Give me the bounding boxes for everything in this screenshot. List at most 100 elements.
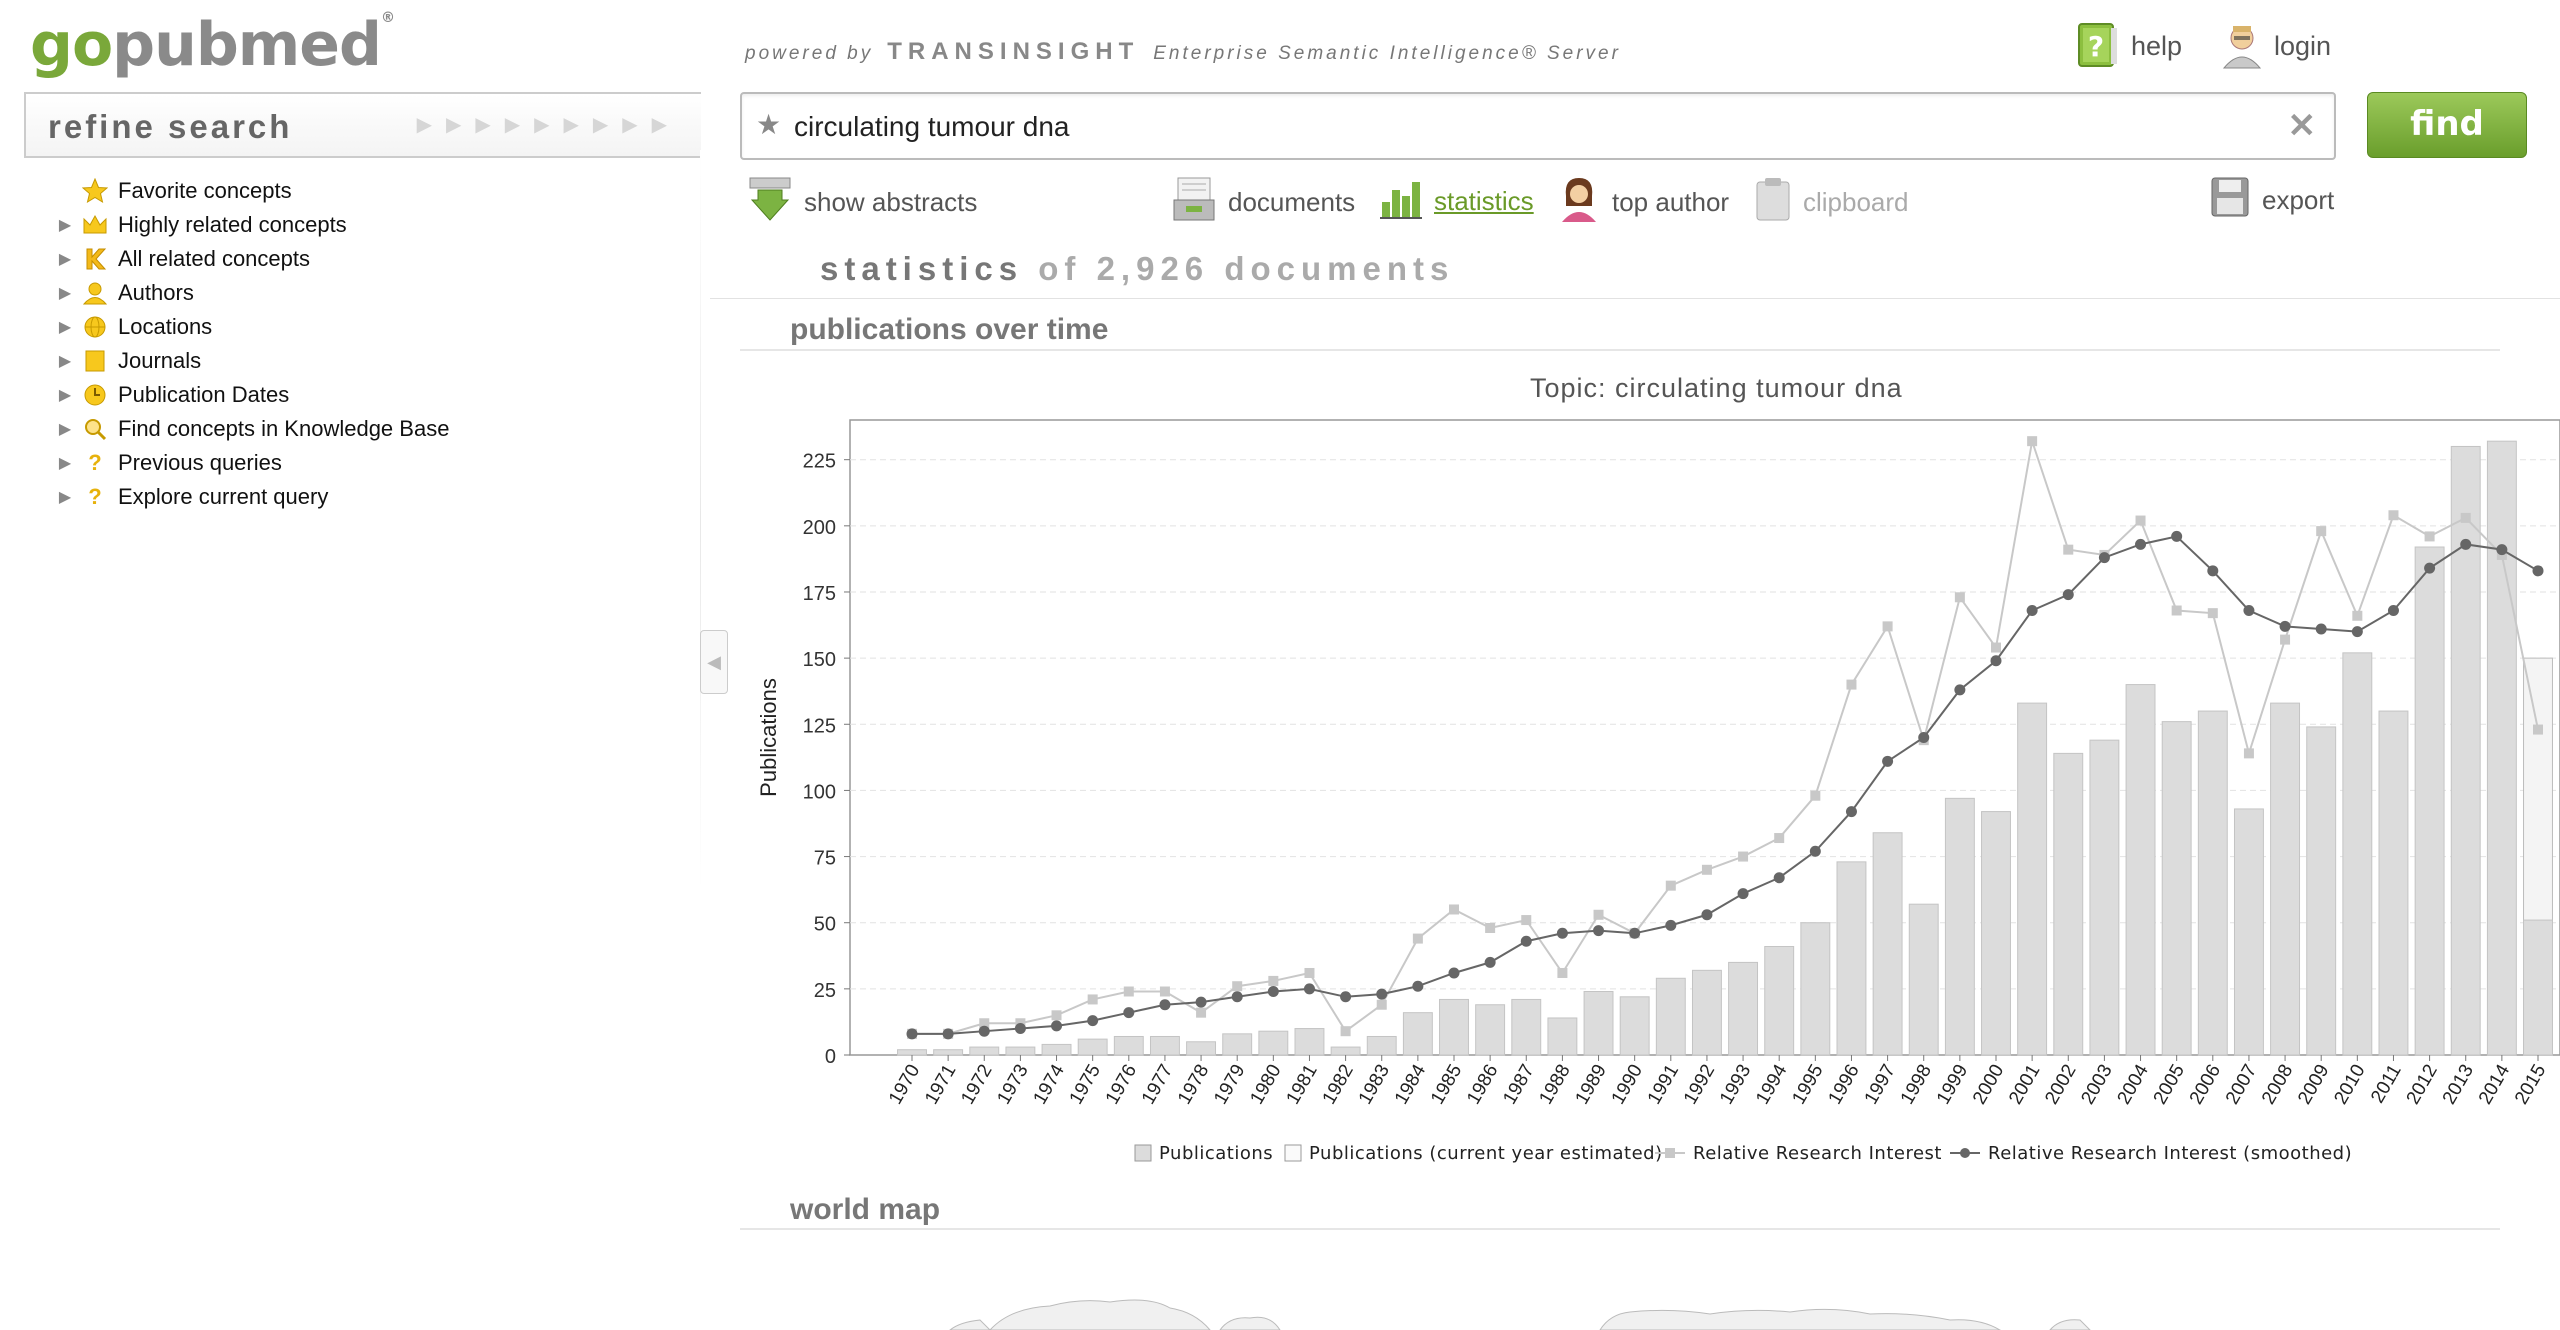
top-author-button[interactable]: top author — [1558, 176, 1729, 229]
expand-triangle-icon[interactable]: ▶ — [58, 455, 72, 472]
relative-interest-point — [1521, 915, 1532, 926]
x-tick-label: 2012 — [2403, 1061, 2442, 1108]
smoothed-interest-point — [2062, 589, 2074, 601]
smoothed-interest-point — [1845, 806, 1857, 818]
x-tick-label: 1980 — [1246, 1061, 1285, 1108]
documents-button[interactable]: documents — [1172, 176, 1355, 229]
relative-interest-point — [2460, 512, 2471, 523]
smoothed-interest-point — [1809, 845, 1821, 857]
publications-over-time-title: publications over time — [790, 313, 1109, 346]
documents-tray-icon — [1172, 176, 1216, 229]
bar-publications — [1294, 1028, 1325, 1056]
gopubmed-logo[interactable]: gopubmed® — [30, 10, 395, 80]
refine-item-locations[interactable]: ▶ Locations — [24, 310, 449, 344]
refine-item-favorite-concepts[interactable]: Favorite concepts — [24, 174, 449, 208]
expand-triangle-icon[interactable]: ▶ — [58, 285, 72, 302]
relative-interest-point — [2424, 531, 2435, 542]
bar-publications — [1113, 1035, 1144, 1056]
section-divider — [740, 349, 2500, 351]
x-tick-label: 1982 — [1319, 1061, 1358, 1108]
expand-triangle-icon[interactable]: ▶ — [58, 353, 72, 370]
refine-item-label: Previous queries — [118, 450, 282, 475]
smoothed-interest-point — [1376, 988, 1388, 1000]
refine-item-label: Highly related concepts — [118, 212, 347, 237]
clear-search-icon[interactable]: ✕ — [2287, 107, 2317, 145]
smoothed-interest-point — [2098, 552, 2110, 564]
smoothed-interest-point — [1267, 986, 1279, 997]
expand-triangle-icon[interactable]: ▶ — [58, 319, 72, 336]
statistics-heading-main: statistics — [820, 250, 1024, 287]
bar-publications — [1836, 861, 1867, 1056]
refine-item-highly-related[interactable]: ▶ Highly related concepts — [24, 208, 449, 242]
show-abstracts-button[interactable]: show abstracts — [748, 176, 977, 229]
x-tick-label: 1978 — [1174, 1061, 1213, 1108]
question-icon: ? — [88, 484, 102, 509]
expand-triangle-icon[interactable]: ▶ — [58, 251, 72, 268]
bar-publications — [1511, 998, 1542, 1056]
refine-item-all-related[interactable]: ▶ All related concepts — [24, 242, 449, 276]
refine-item-explore-query[interactable]: ▶ ? Explore current query — [24, 480, 449, 514]
expand-triangle-icon[interactable]: ▶ — [58, 217, 72, 234]
relative-interest-point — [2135, 515, 2146, 526]
x-tick-label: 1988 — [1535, 1061, 1574, 1108]
smoothed-interest-point — [2387, 605, 2399, 616]
relative-interest-point — [2280, 634, 2291, 645]
relative-interest-point — [1485, 923, 1496, 933]
statistics-document-count: of 2,926 documents — [1038, 250, 1455, 287]
smoothed-interest-point — [1123, 1007, 1135, 1019]
relative-interest-point — [1376, 999, 1387, 1010]
expand-triangle-icon[interactable]: ▶ — [58, 387, 72, 404]
powered-by-banner: powered by TRANSINSIGHT Enterprise Semanti… — [745, 38, 1621, 66]
clipboard-button[interactable]: clipboard — [1755, 176, 1909, 229]
search-box: ★ ✕ — [740, 92, 2336, 160]
smoothed-interest-line — [912, 535, 2539, 1035]
refine-item-label: All related concepts — [118, 246, 310, 271]
x-tick-label: 1994 — [1752, 1061, 1792, 1108]
bar-publications — [1728, 961, 1759, 1056]
floppy-disk-icon — [2210, 176, 2250, 225]
x-tick-label: 2002 — [2041, 1061, 2080, 1108]
smoothed-interest-point — [2135, 538, 2147, 550]
relative-interest-point — [1774, 833, 1785, 844]
bar-publications — [2486, 440, 2517, 1056]
plot-area — [849, 419, 2560, 1056]
favorite-star-icon[interactable]: ★ — [756, 109, 782, 140]
refine-item-find-concepts[interactable]: ▶ Find concepts in Knowledge Base — [24, 412, 450, 446]
x-tick-label: 2005 — [2150, 1061, 2189, 1108]
refine-item-authors[interactable]: ▶ Authors — [24, 276, 449, 310]
help-link[interactable]: ? help — [2075, 22, 2182, 70]
y-tick-label: 200 — [803, 517, 836, 539]
export-label: export — [2262, 185, 2335, 215]
bar-publications — [1222, 1033, 1253, 1056]
export-button[interactable]: export — [2210, 176, 2334, 225]
relative-interest-point — [1882, 621, 1893, 632]
x-tick-label: 1971 — [921, 1061, 960, 1108]
show-abstracts-label: show abstracts — [804, 187, 978, 217]
smoothed-interest-point — [1918, 732, 1930, 743]
refine-item-previous-queries[interactable]: ▶ ? Previous queries — [24, 446, 449, 480]
smoothed-interest-point — [1520, 935, 1532, 947]
smoothed-interest-point — [1340, 991, 1352, 1003]
y-tick-label: 225 — [803, 451, 836, 473]
star-icon — [80, 178, 110, 204]
smoothed-interest-point — [2315, 623, 2327, 635]
relative-interest-point — [1051, 1010, 1062, 1021]
relative-interest-point — [1268, 975, 1279, 986]
transinsight-brand: TRANSINSIGHT — [887, 38, 1140, 65]
find-button[interactable]: find — [2367, 92, 2527, 158]
bar-publications — [2089, 739, 2120, 1056]
bar-publications — [1149, 1035, 1180, 1056]
x-tick-label: 1975 — [1066, 1061, 1105, 1108]
x-tick-label: 1983 — [1355, 1061, 1394, 1108]
statistics-tab[interactable]: statistics — [1380, 176, 1534, 227]
bar-publications — [1258, 1030, 1289, 1056]
expand-triangle-icon[interactable]: ▶ — [58, 489, 72, 506]
collapse-panel-button[interactable]: ◀ — [700, 630, 728, 694]
refine-item-publication-dates[interactable]: ▶ Publication Dates — [24, 378, 449, 412]
world-map[interactable] — [750, 1268, 2250, 1330]
smoothed-interest-point — [2026, 605, 2038, 616]
login-link[interactable]: login — [2220, 22, 2331, 70]
search-input[interactable] — [792, 104, 2246, 150]
expand-triangle-icon[interactable]: ▶ — [58, 421, 72, 438]
refine-item-journals[interactable]: ▶ Journals — [24, 344, 449, 378]
